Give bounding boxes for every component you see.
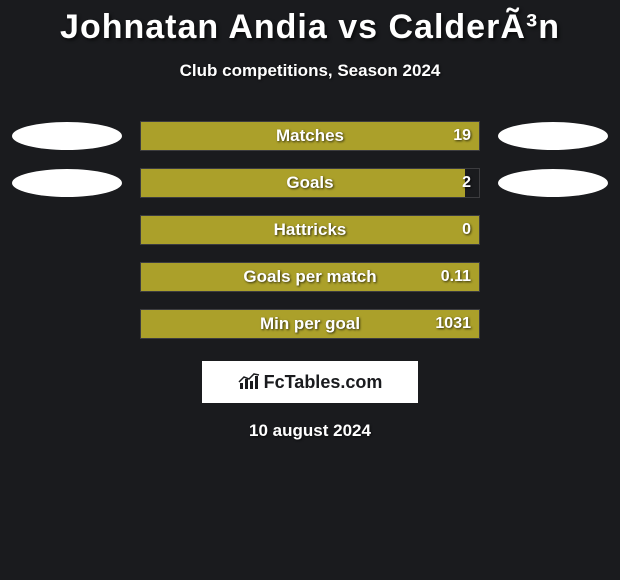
stat-bar: Min per goal1031 bbox=[140, 309, 480, 339]
player-right-oval bbox=[498, 122, 608, 150]
stat-label: Matches bbox=[141, 122, 479, 150]
oval-spacer bbox=[498, 263, 608, 291]
stat-row: Goals per match0.11 bbox=[0, 262, 620, 292]
stat-label: Min per goal bbox=[141, 310, 479, 338]
stat-value: 1031 bbox=[435, 310, 471, 338]
oval-spacer bbox=[498, 310, 608, 338]
stat-bar: Goals2 bbox=[140, 168, 480, 198]
player-left-oval bbox=[12, 169, 122, 197]
chart-icon bbox=[238, 373, 260, 391]
logo-text: FcTables.com bbox=[264, 372, 383, 393]
stat-value: 19 bbox=[453, 122, 471, 150]
logo-box[interactable]: FcTables.com bbox=[202, 361, 418, 403]
stat-value: 2 bbox=[462, 169, 471, 197]
page-subtitle: Club competitions, Season 2024 bbox=[0, 61, 620, 81]
stat-label: Goals per match bbox=[141, 263, 479, 291]
date-label: 10 august 2024 bbox=[0, 421, 620, 441]
stat-bar: Matches19 bbox=[140, 121, 480, 151]
player-right-oval bbox=[498, 169, 608, 197]
oval-spacer bbox=[12, 263, 122, 291]
comparison-widget: Johnatan Andia vs CalderÃ³n Club competi… bbox=[0, 0, 620, 441]
player-left-oval bbox=[12, 122, 122, 150]
stat-bar: Goals per match0.11 bbox=[140, 262, 480, 292]
stat-rows: Matches19 Goals2 Hattricks0 Goals per match… bbox=[0, 121, 620, 339]
stat-value: 0.11 bbox=[441, 263, 471, 291]
stat-row: Min per goal1031 bbox=[0, 309, 620, 339]
stat-bar: Hattricks0 bbox=[140, 215, 480, 245]
stat-value: 0 bbox=[462, 216, 471, 244]
oval-spacer bbox=[12, 216, 122, 244]
stat-row: Goals2 bbox=[0, 168, 620, 198]
oval-spacer bbox=[498, 216, 608, 244]
page-title: Johnatan Andia vs CalderÃ³n bbox=[0, 8, 620, 47]
stat-label: Hattricks bbox=[141, 216, 479, 244]
stat-row: Matches19 bbox=[0, 121, 620, 151]
stat-label: Goals bbox=[141, 169, 479, 197]
stat-row: Hattricks0 bbox=[0, 215, 620, 245]
oval-spacer bbox=[12, 310, 122, 338]
